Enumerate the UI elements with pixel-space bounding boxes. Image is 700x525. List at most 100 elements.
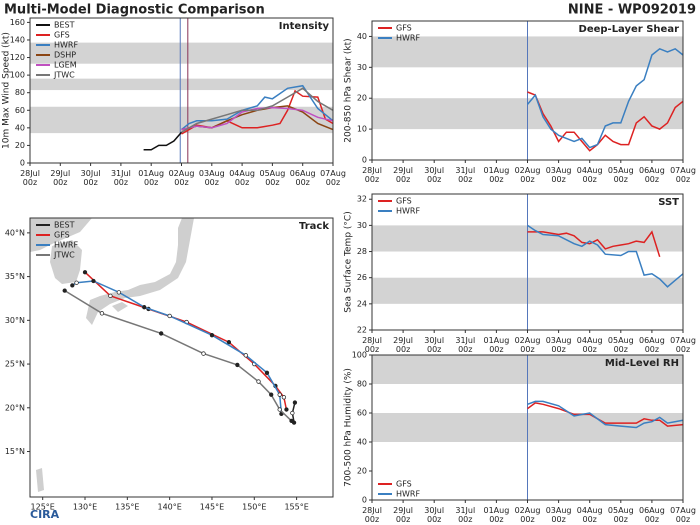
track-point	[91, 278, 96, 284]
y-tick-label: 80	[357, 380, 367, 389]
track-point	[116, 290, 122, 295]
y-axis-label: 700-500 hPa Humidity (%)	[344, 368, 354, 487]
track-point	[82, 270, 88, 275]
y-tick-label: 24	[357, 299, 367, 308]
track-point	[74, 280, 79, 285]
x-tick-label: 05Aug 00z	[608, 336, 634, 354]
x-tick-label: 05Aug 00z	[608, 166, 634, 184]
x-tick-label: 06Aug 00z	[639, 506, 665, 524]
panel-title: Mid-Level RH	[605, 358, 679, 369]
land	[30, 218, 194, 492]
storm-id: NINE - WP092019	[568, 3, 696, 18]
y-tick-label: 30	[357, 63, 367, 72]
y-tick-label: 0	[362, 496, 367, 505]
series-line	[527, 400, 684, 429]
y-tick-label: 32	[357, 195, 367, 204]
legend-label: GFS	[396, 197, 412, 206]
x-tick-label: 31Jul 00z	[111, 169, 131, 187]
x-tick-label: 02Aug 00z	[515, 506, 541, 524]
series-group	[143, 84, 334, 151]
band	[30, 78, 333, 91]
y-tick-label: 40	[15, 123, 25, 132]
x-tick-label: 29Jul 00z	[393, 506, 413, 524]
legend-label: BEST	[54, 21, 75, 30]
x-tick-label: 01Aug 00z	[138, 169, 164, 187]
x-tick-label: 30Jul 00z	[424, 336, 444, 354]
y-tick-label: 20	[357, 467, 367, 476]
series-line	[527, 230, 661, 258]
legend-label: GFS	[396, 480, 412, 489]
frame	[29, 17, 334, 164]
y-tick-label: 100	[10, 71, 25, 80]
x-tick-label: 06Aug 00z	[290, 169, 316, 187]
x-tick-label: 06Aug 00z	[639, 336, 665, 354]
y-tick-label: 20	[357, 94, 367, 103]
y-tick-label: 28	[357, 247, 367, 256]
y-tick-label: 30	[357, 221, 367, 230]
x-tick-label: 28Jul 00z	[362, 336, 382, 354]
frame	[29, 217, 334, 498]
y-tick-label: 140	[10, 35, 25, 44]
x-tick-label: 01Aug 00z	[483, 506, 509, 524]
legend-label: HWRF	[54, 41, 78, 50]
y-axis-label: Sea Surface Temp (°C)	[344, 211, 354, 312]
y-tick-label: 0	[20, 159, 25, 168]
x-tick-label: 03Aug 00z	[546, 336, 572, 354]
track-point	[281, 395, 287, 400]
x-tick-label: 01Aug 00z	[483, 166, 509, 184]
track-point	[201, 351, 206, 356]
x-tick-label: 125°E	[31, 503, 55, 512]
track-point	[142, 305, 147, 310]
track-point	[159, 331, 164, 336]
y-tick-label: 80	[15, 88, 25, 97]
x-tick-label: 30Jul 00z	[424, 506, 444, 524]
legend-label: BEST	[54, 221, 75, 230]
legend-label: LGEM	[54, 61, 77, 70]
y-tick-label: 10	[357, 125, 367, 134]
x-tick-label: 29Jul 00z	[393, 336, 413, 354]
series-line	[181, 106, 334, 131]
track-point	[209, 333, 215, 338]
track-point	[167, 313, 172, 319]
panel-title: Deep-Layer Shear	[579, 24, 680, 35]
title: Multi-Model Diagnostic Comparison	[4, 3, 265, 18]
x-tick-label: 02Aug 00z	[169, 169, 195, 187]
x-tick-label: 04Aug 00z	[229, 169, 255, 187]
x-tick-label: 135°E	[115, 503, 139, 512]
x-tick-label: 145°E	[200, 503, 224, 512]
y-tick-label: 20	[15, 141, 25, 150]
x-tick-label: 28Jul 00z	[20, 169, 40, 187]
x-tick-label: 04Aug 00z	[577, 166, 603, 184]
x-tick-label: 07Aug 00z	[320, 169, 346, 187]
y-axis-label: 10m Max Wind Speed (kt)	[2, 32, 12, 149]
track-point	[226, 340, 232, 345]
legend-label: HWRF	[396, 490, 420, 499]
band	[30, 42, 333, 64]
y-tick-label: 15°N	[5, 447, 25, 456]
legend-label: GFS	[54, 31, 70, 40]
legend-label: GFS	[396, 24, 412, 33]
y-tick-label: 120	[10, 53, 25, 62]
logo: CIRA	[30, 508, 60, 521]
y-tick-label: 30°N	[5, 316, 25, 325]
y-tick-label: 60	[357, 409, 367, 418]
y-tick-label: 160	[10, 18, 25, 27]
series-line	[181, 84, 334, 131]
track-point	[277, 392, 282, 397]
x-tick-label: 03Aug 00z	[546, 166, 572, 184]
x-tick-label: 07Aug 00z	[670, 166, 696, 184]
y-tick-label: 35°N	[5, 272, 25, 281]
legend-label: JTWC	[53, 251, 75, 260]
x-tick-label: 03Aug 00z	[199, 169, 225, 187]
y-tick-label: 22	[357, 326, 367, 335]
x-tick-label: 05Aug 00z	[608, 506, 634, 524]
x-tick-label: 31Jul 00z	[455, 336, 475, 354]
series-line	[181, 87, 334, 133]
legend-label: DSHP	[54, 51, 76, 60]
track-point	[108, 293, 113, 298]
x-tick-label: 28Jul 00z	[362, 166, 382, 184]
track-point	[269, 392, 274, 397]
legend-label: JTWC	[53, 71, 75, 80]
